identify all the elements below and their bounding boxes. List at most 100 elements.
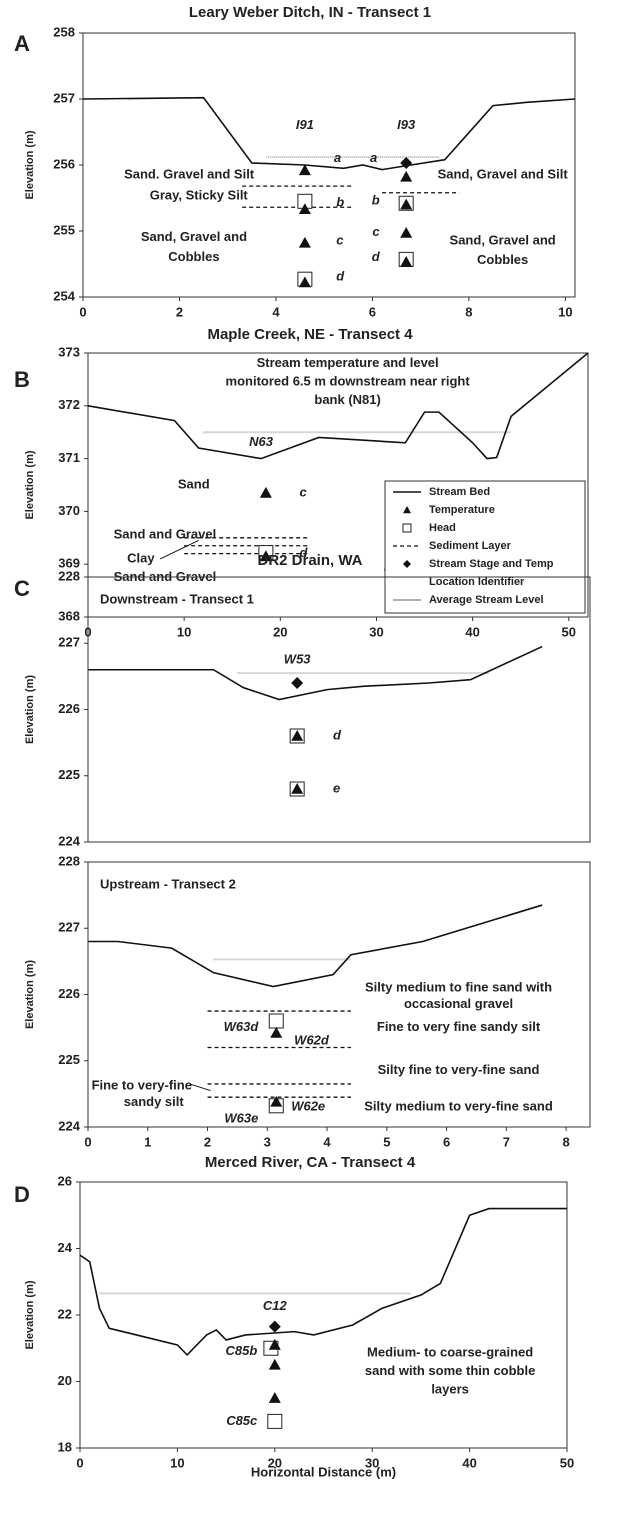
annotation: a: [370, 150, 377, 165]
legend-label: Head: [429, 522, 456, 534]
chart-title: Maple Creek, NE - Transect 4: [207, 326, 413, 343]
legend-label: Stream Stage and Temp Location Identifier: [429, 558, 554, 588]
stream-bed: [88, 645, 543, 701]
annotation: Silty medium to fine sand with: [365, 979, 552, 994]
y-tick-label: 24: [58, 1240, 73, 1255]
temperature-marker: [298, 236, 311, 248]
annotation: C85c: [226, 1413, 258, 1428]
y-tick-label: 370: [58, 503, 80, 518]
annotation: b: [372, 193, 380, 208]
temperature-marker: [259, 486, 272, 498]
temperature-marker: [400, 170, 413, 182]
annotation: I91: [296, 117, 314, 132]
temperature-marker: [298, 276, 311, 288]
annotation: sand with some thin cobble: [365, 1363, 535, 1378]
panel-letter: B: [14, 367, 30, 392]
panel-letter: D: [14, 1182, 30, 1207]
y-axis-label: Elevation (m): [24, 1280, 36, 1349]
temperature-marker: [400, 198, 413, 210]
legend-label: Stream Bed: [429, 486, 490, 498]
annotation: Fine to very fine sandy silt: [377, 1019, 541, 1034]
y-tick-label: 254: [53, 288, 75, 303]
chart-title: Merced River, CA - Transect 4: [205, 1154, 416, 1171]
chart-title: Leary Weber Ditch, IN - Transect 1: [189, 4, 431, 21]
y-tick-label: 224: [58, 833, 80, 848]
y-axis-label: Elevation (m): [24, 960, 36, 1029]
legend-label: Average Stream Level: [429, 594, 544, 606]
y-tick-label: 372: [58, 397, 80, 412]
y-tick-label: 228: [58, 853, 80, 868]
stage-marker: [400, 157, 413, 170]
y-tick-label: 256: [53, 156, 75, 171]
annotation: sandy silt: [124, 1094, 185, 1109]
stage-marker: [268, 1320, 281, 1333]
temperature-marker: [268, 1392, 281, 1403]
annotation: d: [333, 727, 342, 742]
stage-marker: [291, 677, 304, 689]
annotation: Sand, Gravel and Silt: [438, 166, 569, 181]
y-tick-label: 226: [58, 701, 80, 716]
temperature-marker: [270, 1026, 283, 1038]
annotation: Silty medium to very-fine sand: [364, 1099, 553, 1114]
y-tick-label: 20: [58, 1373, 72, 1388]
x-tick-label: 4: [272, 304, 280, 319]
legend-symbol: [402, 523, 412, 533]
x-tick-label: 3: [264, 1134, 271, 1149]
stream-bed: [79, 1207, 567, 1357]
subtitle: Downstream - Transect 1: [100, 591, 254, 606]
x-tick-label: 0: [76, 1455, 83, 1470]
stream-bed: [82, 96, 576, 171]
x-tick-label: 7: [503, 1134, 510, 1149]
annotation: W62e: [291, 1099, 325, 1114]
annotation: Fine to very-fine: [92, 1077, 192, 1092]
x-tick-label: 40: [462, 1455, 476, 1470]
x-tick-label: 0: [79, 304, 86, 319]
temperature-marker: [259, 550, 272, 562]
annotation: Sand. Gravel and Silt: [124, 166, 255, 181]
x-tick-label: 2: [176, 304, 183, 319]
x-tick-label: 1: [144, 1134, 151, 1149]
x-tick-label: 20: [273, 624, 287, 639]
x-tick-label: 20: [268, 1455, 282, 1470]
annotation: c: [336, 232, 344, 247]
subtitle: Upstream - Transect 2: [100, 876, 236, 891]
x-tick-label: 10: [177, 624, 191, 639]
x-tick-label: 6: [369, 304, 376, 319]
panel-letter: C: [14, 576, 30, 601]
y-tick-label: 228: [58, 568, 80, 583]
x-tick-label: 6: [443, 1134, 450, 1149]
annotation: Silty fine to very-fine sand: [378, 1062, 540, 1077]
annotation: d: [300, 545, 309, 560]
temperature-marker: [268, 1338, 281, 1350]
x-axis-label: Horizontal Distance (m): [251, 1464, 396, 1479]
x-tick-label: 10: [170, 1455, 184, 1470]
annotation: b: [336, 195, 344, 210]
annotation: c: [300, 484, 308, 499]
y-tick-label: 18: [58, 1439, 72, 1454]
temperature-marker: [270, 1095, 283, 1107]
y-axis-label: Elevation (m): [24, 675, 36, 744]
annotation: Sand and Gravel: [114, 527, 217, 542]
x-tick-label: 4: [323, 1134, 331, 1149]
annotation: Sand: [178, 476, 210, 491]
temperature-marker: [268, 1358, 281, 1370]
stream-bed: [88, 904, 543, 988]
x-tick-label: 8: [465, 304, 472, 319]
y-tick-label: 257: [53, 90, 75, 105]
temperature-marker: [298, 164, 311, 176]
legend-box: [384, 480, 586, 614]
y-tick-label: 227: [58, 920, 80, 935]
annotation: layers: [431, 1381, 469, 1396]
annotation: W53: [284, 651, 312, 666]
y-tick-label: 368: [58, 608, 80, 623]
y-tick-label: 371: [58, 450, 80, 465]
y-axis-label: Elevation (m): [24, 130, 36, 199]
stream-bed: [87, 352, 589, 460]
x-tick-label: 50: [562, 624, 576, 639]
annotation: I93: [397, 117, 416, 132]
legend-symbol: [403, 506, 411, 514]
annotation: Sand, Gravel and: [141, 229, 247, 244]
annotation: W62d: [294, 1032, 330, 1047]
annotation: Cobbles: [477, 252, 528, 267]
